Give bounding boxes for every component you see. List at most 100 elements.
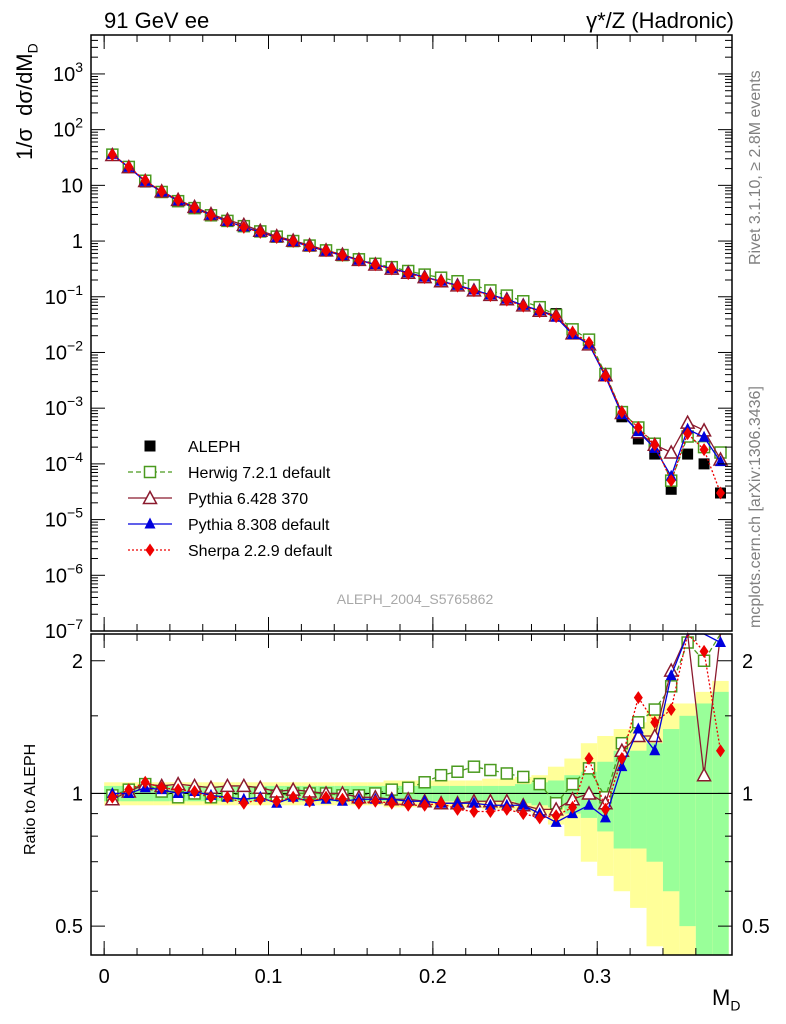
diamond-marker: [173, 193, 183, 207]
diamond-marker: [469, 284, 479, 298]
diamond-marker: [502, 293, 512, 307]
triangle-marker: [484, 798, 496, 810]
band-1sigma: [662, 729, 680, 892]
open-square-marker: [517, 770, 530, 784]
diamond-marker: [568, 325, 578, 339]
diamond-marker: [107, 790, 117, 804]
diamond-marker: [403, 267, 413, 281]
series-line: [111, 154, 721, 483]
open-square-marker: [484, 763, 497, 777]
mcplots-label: mcplots.cern.ch [arXiv:1306.3436]: [747, 386, 764, 628]
diamond-marker: [107, 148, 117, 162]
diamond-marker: [354, 796, 364, 810]
legend-label: Sherpa 2.2.9 default: [188, 543, 333, 560]
triangle-marker: [616, 760, 628, 772]
tick-label: 10−1: [45, 282, 83, 309]
watermark: ALEPH_2004_S5765862: [337, 591, 494, 607]
diamond-marker: [568, 800, 578, 814]
diamond-marker: [370, 794, 380, 808]
diamond-marker: [272, 230, 282, 244]
diamond-marker: [551, 809, 561, 823]
open-square-marker: [500, 767, 514, 780]
tick-label: 10−6: [45, 560, 83, 587]
diamond-marker: [600, 369, 610, 383]
diamond-marker: [485, 289, 495, 303]
diamond-marker: [354, 253, 364, 267]
x-axis-label: MD: [712, 985, 741, 1014]
band-1sigma: [695, 703, 713, 955]
triangle-marker: [714, 455, 726, 467]
diamond-marker: [206, 208, 216, 222]
diamond-marker: [617, 752, 627, 766]
diamond-marker: [239, 220, 249, 234]
tick-label: 0: [99, 966, 110, 988]
open-triangle-marker: [142, 489, 158, 505]
open-square-marker: [434, 768, 448, 782]
diamond-marker: [173, 783, 183, 797]
tick-label: 0.3: [583, 966, 611, 988]
tick-label: 10−3: [45, 393, 83, 420]
diamond-marker: [387, 262, 397, 276]
diamond-marker: [124, 783, 134, 797]
band-1sigma: [712, 691, 729, 955]
band-1sigma: [646, 743, 663, 862]
legend-item: Pythia 6.428 370: [128, 489, 308, 508]
main-panel-frame: [90, 34, 733, 632]
diamond-marker: [190, 201, 200, 215]
diamond-marker: [633, 420, 643, 434]
diamond-marker: [206, 790, 216, 804]
diamond-marker: [600, 802, 610, 816]
ratio-panel-series: [104, 631, 726, 827]
legend-label: Pythia 8.308 default: [188, 517, 330, 534]
diamond-marker: [239, 796, 249, 810]
diamond-marker: [420, 798, 430, 812]
rivet-label: Rivet 3.1.10, ≥ 2.8M events: [747, 70, 764, 265]
legend-item: Pythia 8.308 default: [128, 517, 330, 534]
diamond-marker: [288, 790, 298, 804]
diamond-marker: [337, 249, 347, 263]
triangle-marker: [632, 722, 644, 734]
triangle-marker: [665, 669, 677, 681]
diamond-marker: [518, 299, 528, 313]
diamond-marker: [157, 185, 167, 199]
triangle-marker: [599, 811, 611, 823]
triangle-marker: [698, 430, 710, 442]
diamond-marker: [436, 796, 446, 810]
diamond-marker: [650, 438, 660, 452]
tick-label: 0.5: [55, 916, 83, 938]
legend-label: Pythia 6.428 370: [188, 491, 308, 508]
diamond-marker: [584, 752, 594, 766]
diamond-marker: [157, 781, 167, 795]
tick-label: 10−4: [45, 449, 83, 476]
tick-label: 2: [72, 651, 83, 673]
series-line: [111, 153, 722, 478]
tick-label: 1: [72, 231, 83, 253]
series-line: [111, 154, 722, 460]
open-square-marker: [664, 680, 678, 693]
diamond-marker: [715, 486, 725, 500]
diamond-marker: [222, 790, 232, 804]
open-square-marker: [143, 465, 157, 479]
diamond-marker: [255, 225, 265, 239]
diamond-marker: [502, 802, 512, 816]
diamond-marker: [321, 244, 331, 258]
diamond-marker: [370, 258, 380, 272]
open-square-marker: [533, 777, 546, 791]
diamond-marker: [650, 715, 660, 729]
open-square-marker: [467, 760, 481, 773]
triangle-marker: [517, 798, 529, 810]
tick-label: 2: [742, 651, 753, 673]
tick-label: 10−2: [45, 337, 83, 364]
diamond-marker: [666, 703, 676, 717]
series-pythia-6-428-370: [104, 146, 729, 466]
legend-item: Herwig 7.2.1 default: [128, 465, 331, 482]
square-marker: [682, 448, 694, 460]
diamond-marker: [666, 474, 676, 488]
legend-item: ALEPH: [144, 439, 240, 456]
diamond-marker: [124, 160, 134, 174]
diamond-marker: [683, 427, 693, 441]
open-square-marker: [418, 776, 431, 789]
diamond-marker: [420, 271, 430, 285]
diamond-marker: [485, 804, 495, 818]
legend-item: Sherpa 2.2.9 default: [128, 543, 333, 560]
